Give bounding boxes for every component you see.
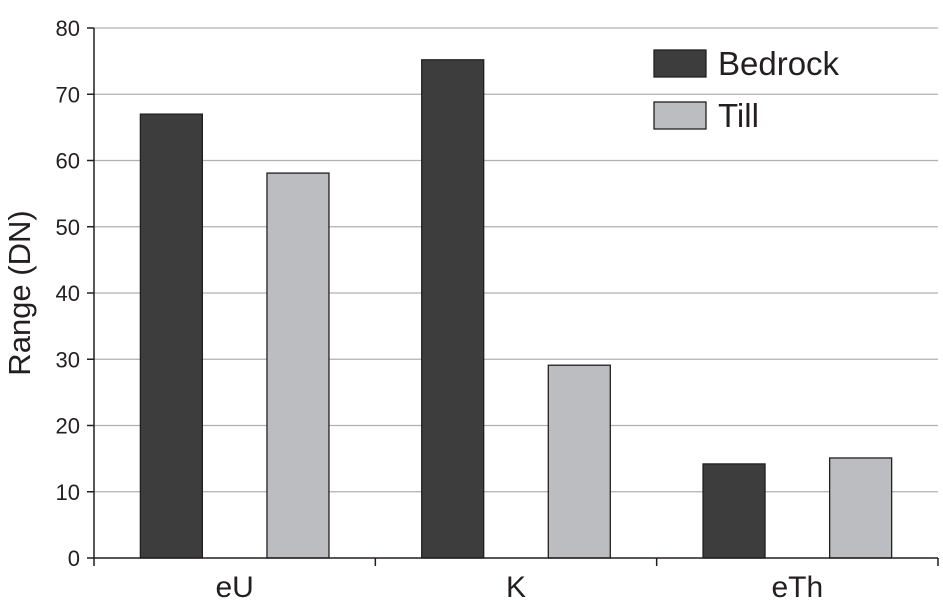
y-tick-label: 50 bbox=[56, 215, 80, 240]
bars bbox=[139, 59, 893, 559]
bar-bedrock-eth bbox=[702, 463, 766, 559]
legend: Bedrock Till bbox=[653, 45, 840, 134]
x-tick-label: K bbox=[506, 571, 526, 602]
legend-label-bedrock: Bedrock bbox=[718, 45, 840, 82]
y-tick-label: 80 bbox=[56, 16, 80, 41]
y-axis-title: Range (DN) bbox=[2, 210, 37, 375]
x-tick-label: eTh bbox=[771, 571, 823, 602]
legend-label-till: Till bbox=[718, 97, 759, 134]
y-tick-label: 30 bbox=[56, 347, 80, 372]
bar-bedrock-k bbox=[421, 59, 485, 559]
bar-till-k bbox=[547, 364, 611, 559]
y-tick-label: 60 bbox=[56, 149, 80, 174]
y-tick-label: 0 bbox=[68, 546, 80, 571]
gridlines bbox=[94, 27, 938, 493]
y-tick-label: 70 bbox=[56, 82, 80, 107]
bar-till-eu bbox=[266, 172, 330, 559]
y-axis-ticks: 0 10 20 30 40 50 60 70 80 bbox=[56, 16, 94, 571]
legend-swatch-till bbox=[653, 101, 707, 130]
bar-till-eth bbox=[828, 457, 893, 559]
bar-bedrock-eu bbox=[139, 113, 204, 559]
y-tick-label: 40 bbox=[56, 281, 80, 306]
y-tick-label: 20 bbox=[56, 414, 80, 439]
legend-swatch-bedrock bbox=[653, 49, 707, 78]
x-tick-label: eU bbox=[215, 571, 253, 602]
y-tick-label: 10 bbox=[56, 480, 80, 505]
